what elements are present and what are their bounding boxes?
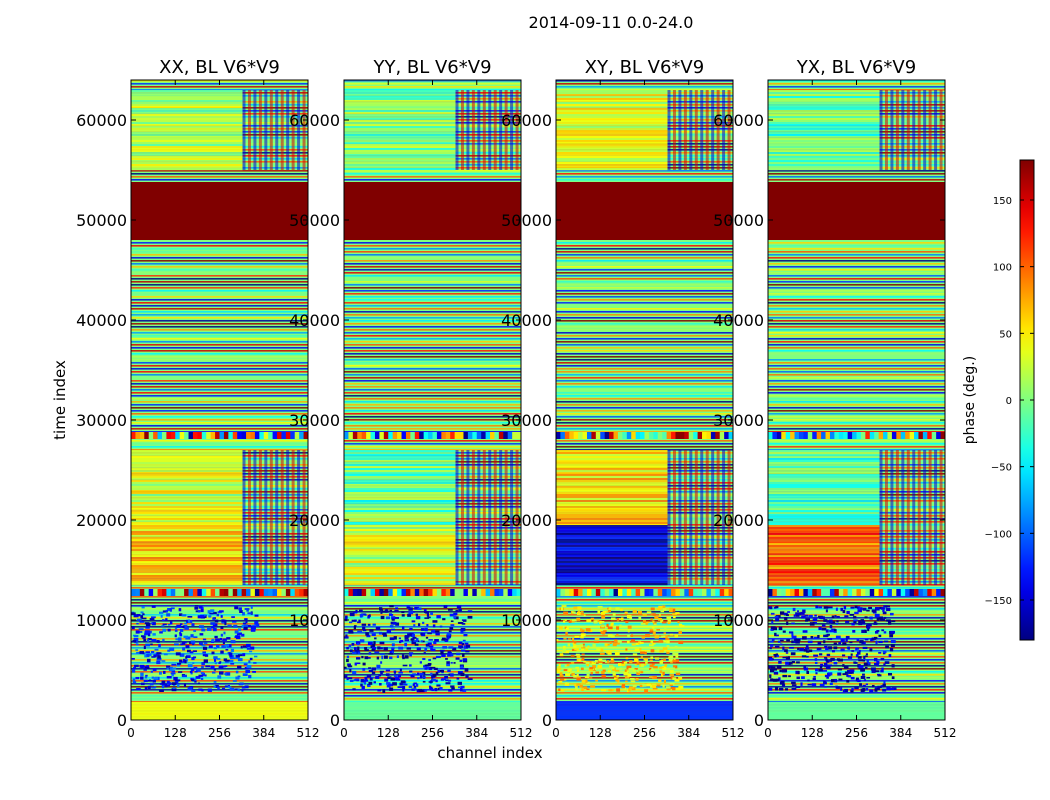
colorbar-tick-label: −150 [985,596,1012,607]
y-tick-label: 50000 [501,211,552,230]
x-tick-label: 128 [164,726,187,740]
y-axis-label: time index [51,360,69,440]
x-tick-label: 128 [801,726,824,740]
y-tick-label: 40000 [501,311,552,330]
y-tick-label: 10000 [501,611,552,630]
y-tick-label: 30000 [289,411,340,430]
colorbar-tick-label: 150 [993,196,1012,207]
y-tick-label: 20000 [289,511,340,530]
heatmap-panels: XX, BL V6*V9 0 128 256 384 512 0 10000 20000 3000… [76,57,956,740]
colorbar-tick-label: 50 [999,329,1012,340]
colorbar: 150 100 50 0 −50 −100 −150 [985,159,1035,641]
heatmap-image [131,80,308,720]
y-tick-label: 20000 [501,511,552,530]
heatmap-panel-1: XX, BL V6*V9 0 128 256 384 512 0 10000 20000 3000… [76,57,319,740]
x-tick-label: 256 [421,726,444,740]
y-tick-label: 60000 [713,111,764,130]
y-tick-label: 10000 [76,611,127,630]
x-axis-label: channel index [437,744,542,762]
x-tick-label: 512 [510,726,533,740]
colorbar-tick-label: 100 [993,263,1012,274]
saturated-band [344,182,521,240]
x-tick-label: 256 [633,726,656,740]
heatmap-image [556,80,733,720]
y-tick-label: 20000 [713,511,764,530]
y-tick-label: 50000 [76,211,127,230]
figure-suptitle: 2014-09-11 0.0-24.0 [529,13,694,32]
y-tick-label: 10000 [713,611,764,630]
saturated-band [131,182,308,240]
panel-title: YY, BL V6*V9 [372,57,491,78]
y-tick-label: 0 [542,711,552,730]
heatmap-panel-2: YY, BL V6*V9 0 128 256 384 512 0 10000 20000 3000… [289,57,532,740]
colorbar-tick-label: −50 [991,463,1012,474]
x-tick-label: 512 [297,726,320,740]
y-tick-label: 60000 [501,111,552,130]
colorbar-tick-label: −100 [985,529,1012,540]
y-tick-label: 40000 [713,311,764,330]
x-tick-label: 384 [465,726,488,740]
y-tick-label: 60000 [289,111,340,130]
y-tick-label: 40000 [289,311,340,330]
x-tick-label: 384 [889,726,912,740]
x-tick-label: 0 [552,726,560,740]
x-tick-label: 384 [677,726,700,740]
y-tick-label: 20000 [76,511,127,530]
y-tick-label: 0 [330,711,340,730]
x-tick-label: 384 [252,726,275,740]
y-tick-label: 30000 [76,411,127,430]
y-tick-label: 30000 [713,411,764,430]
y-tick-label: 10000 [289,611,340,630]
y-tick-label: 30000 [501,411,552,430]
x-tick-label: 128 [589,726,612,740]
x-tick-label: 512 [934,726,957,740]
panel-title: XX, BL V6*V9 [159,57,280,78]
colorbar-label: phase (deg.) [962,356,978,444]
y-tick-label: 50000 [713,211,764,230]
saturated-band [768,182,945,240]
y-tick-label: 0 [754,711,764,730]
y-tick-label: 40000 [76,311,127,330]
y-tick-label: 60000 [76,111,127,130]
heatmap-panel-3: XY, BL V6*V9 0 128 256 384 512 0 10000 20000 3000… [501,57,744,740]
x-tick-label: 0 [127,726,135,740]
x-tick-label: 128 [377,726,400,740]
colorbar-tick-label: 0 [1006,396,1012,407]
x-tick-label: 0 [764,726,772,740]
x-tick-label: 0 [340,726,348,740]
x-tick-label: 512 [722,726,745,740]
x-tick-label: 256 [208,726,231,740]
heatmap-image [768,80,945,720]
y-tick-label: 0 [117,711,127,730]
saturated-band [556,182,733,240]
heatmap-image [344,80,521,720]
panel-title: XY, BL V6*V9 [585,57,704,78]
panel-title: YX, BL V6*V9 [796,57,916,78]
x-tick-label: 256 [845,726,868,740]
y-tick-label: 50000 [289,211,340,230]
heatmap-panel-4: YX, BL V6*V9 0 128 256 384 512 0 10000 20000 3000… [713,57,956,740]
